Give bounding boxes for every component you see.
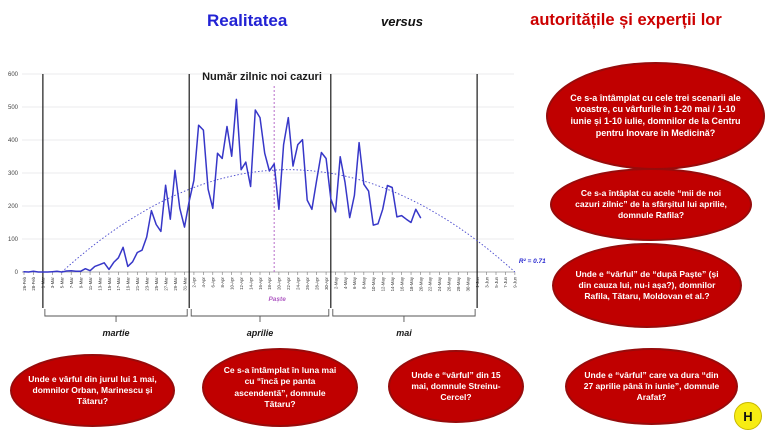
question-bubble-may-1-peak: Unde e vârful din jurul lui 1 mai, domni… <box>10 354 175 427</box>
svg-text:26-Apr: 26-Apr <box>305 276 310 289</box>
svg-text:4-Apr: 4-Apr <box>201 276 206 287</box>
svg-text:23-Mar: 23-Mar <box>145 276 150 290</box>
svg-text:20-May: 20-May <box>418 276 423 291</box>
svg-text:R² = 0.71: R² = 0.71 <box>519 258 546 265</box>
svg-text:21-Mar: 21-Mar <box>135 276 140 290</box>
svg-text:6-May: 6-May <box>352 276 357 289</box>
svg-text:20-Apr: 20-Apr <box>277 276 282 289</box>
svg-text:mai: mai <box>396 328 412 338</box>
svg-text:28-May: 28-May <box>456 276 461 291</box>
svg-text:2-May: 2-May <box>333 276 338 289</box>
svg-text:Număr zilnic noi cazuri: Număr zilnic noi cazuri <box>202 71 322 83</box>
svg-text:3-Jun: 3-Jun <box>484 276 489 287</box>
svg-text:28-Feb: 28-Feb <box>31 276 36 290</box>
svg-text:26-May: 26-May <box>447 276 452 291</box>
svg-text:11-Mar: 11-Mar <box>88 276 93 290</box>
svg-text:8-May: 8-May <box>362 276 367 289</box>
h-logo: H <box>734 402 762 430</box>
question-bubble-after-easter-peak: Unde e “vârful” de “după Paște” (și din … <box>552 243 742 328</box>
question-bubble-ascending-slope: Ce s-a întâmplat în luna mai cu “încă pe… <box>202 348 358 427</box>
svg-text:25-Mar: 25-Mar <box>154 276 159 290</box>
svg-text:600: 600 <box>8 72 19 78</box>
svg-text:26-Feb: 26-Feb <box>22 276 27 290</box>
svg-text:29-Mar: 29-Mar <box>173 276 178 290</box>
svg-text:6-Apr: 6-Apr <box>211 276 216 287</box>
svg-text:18-Apr: 18-Apr <box>267 276 272 289</box>
svg-text:30-Apr: 30-Apr <box>324 276 329 289</box>
svg-text:24-May: 24-May <box>437 276 442 291</box>
title-authorities: autoritățile și experții lor <box>530 11 722 29</box>
svg-text:14-May: 14-May <box>390 276 395 291</box>
svg-text:27-Mar: 27-Mar <box>163 276 168 290</box>
bubble-text: Unde e “vârful” care va dura “din 27 apr… <box>583 369 720 403</box>
svg-text:22-Apr: 22-Apr <box>286 276 291 289</box>
svg-text:31-Mar: 31-Mar <box>182 276 187 290</box>
svg-text:13-Mar: 13-Mar <box>97 276 102 290</box>
svg-text:300: 300 <box>8 171 19 177</box>
svg-text:12-Apr: 12-Apr <box>239 276 244 289</box>
svg-text:7-Mar: 7-Mar <box>69 276 74 288</box>
svg-text:10-Apr: 10-Apr <box>229 276 234 289</box>
svg-text:9-Jun: 9-Jun <box>513 276 518 287</box>
svg-text:16-Apr: 16-Apr <box>258 276 263 289</box>
svg-text:5-Jun: 5-Jun <box>494 276 499 287</box>
svg-text:16-May: 16-May <box>399 276 404 291</box>
svg-text:8-Apr: 8-Apr <box>220 276 225 287</box>
svg-text:18-May: 18-May <box>409 276 414 291</box>
title-versus: versus <box>381 14 423 29</box>
svg-text:7-Jun: 7-Jun <box>503 276 508 287</box>
bubble-text: Ce s-a întâplat cu acele “mii de noi caz… <box>575 187 727 221</box>
bubble-text: Unde e “vârful” de “după Paște” (și din … <box>575 268 719 302</box>
bubble-text: Unde e vârful din jurul lui 1 mai, domni… <box>28 373 157 407</box>
svg-text:14-Apr: 14-Apr <box>248 276 253 289</box>
svg-text:Paște: Paște <box>268 296 286 303</box>
svg-text:100: 100 <box>8 237 19 243</box>
svg-text:3-Mar: 3-Mar <box>50 276 55 288</box>
svg-text:10-May: 10-May <box>371 276 376 291</box>
bubble-text: Ce s-a întâmplat în luna mai cu “încă pe… <box>223 365 337 409</box>
svg-text:4-May: 4-May <box>343 276 348 289</box>
svg-text:2-Apr: 2-Apr <box>192 276 197 287</box>
bubble-text: Unde e “vârful” din 15 mai, domnule Stre… <box>411 369 501 403</box>
svg-text:30-May: 30-May <box>465 276 470 291</box>
svg-text:15-Mar: 15-Mar <box>107 276 112 290</box>
svg-text:200: 200 <box>8 204 19 210</box>
svg-text:19-Mar: 19-Mar <box>126 276 131 290</box>
title-reality: Realitatea <box>207 11 288 30</box>
svg-text:17-Mar: 17-Mar <box>116 276 121 290</box>
bubble-text: Ce s-a întâmplat cu cele trei scenarii a… <box>570 92 741 138</box>
question-bubble-may-15-peak: Unde e “vârful” din 15 mai, domnule Stre… <box>388 350 524 423</box>
svg-text:aprilie: aprilie <box>247 328 274 338</box>
svg-text:0: 0 <box>15 270 19 276</box>
svg-text:28-Apr: 28-Apr <box>314 276 319 289</box>
svg-text:24-Apr: 24-Apr <box>296 276 301 289</box>
svg-text:400: 400 <box>8 138 19 144</box>
svg-text:22-May: 22-May <box>428 276 433 291</box>
question-bubble-three-scenarios: Ce s-a întâmplat cu cele trei scenarii a… <box>546 62 765 170</box>
question-bubble-thousands-cases: Ce s-a întâplat cu acele “mii de noi caz… <box>550 168 752 241</box>
svg-text:5-Mar: 5-Mar <box>60 276 65 288</box>
svg-text:martie: martie <box>103 328 130 338</box>
svg-text:9-Mar: 9-Mar <box>78 276 83 288</box>
svg-text:500: 500 <box>8 105 19 111</box>
question-bubble-april-27-june: Unde e “vârful” care va dura “din 27 apr… <box>565 348 738 425</box>
daily-new-cases-chart: 010020030040050060026-Feb28-Feb1-Mar3-Ma… <box>8 71 546 338</box>
svg-text:12-May: 12-May <box>381 276 386 291</box>
